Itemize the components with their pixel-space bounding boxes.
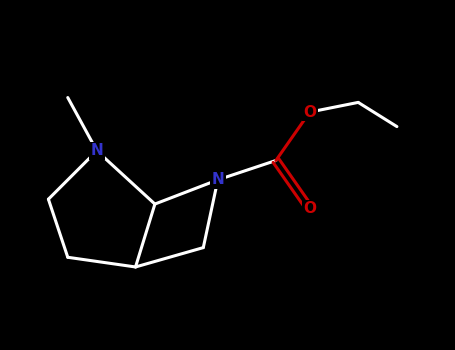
Text: N: N [91, 143, 103, 158]
Text: O: O [303, 201, 316, 216]
Text: O: O [303, 105, 316, 120]
Text: N: N [212, 172, 224, 187]
